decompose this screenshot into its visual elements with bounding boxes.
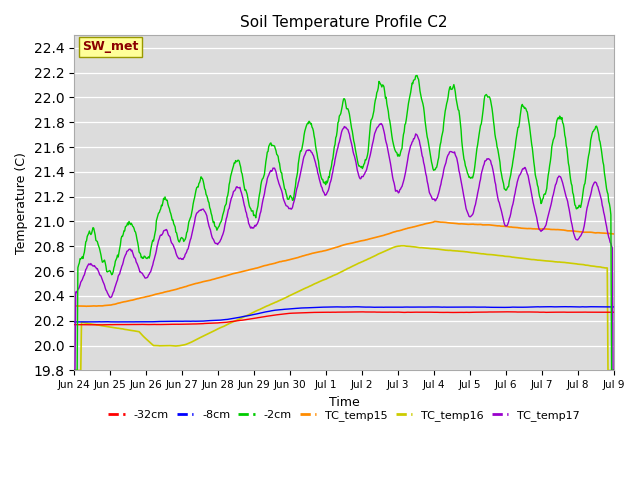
Title: Soil Temperature Profile C2: Soil Temperature Profile C2 <box>240 15 448 30</box>
Y-axis label: Temperature (C): Temperature (C) <box>15 152 28 254</box>
Text: SW_met: SW_met <box>83 40 139 53</box>
X-axis label: Time: Time <box>328 396 360 408</box>
Legend: -32cm, -8cm, -2cm, TC_temp15, TC_temp16, TC_temp17: -32cm, -8cm, -2cm, TC_temp15, TC_temp16,… <box>104 406 584 425</box>
